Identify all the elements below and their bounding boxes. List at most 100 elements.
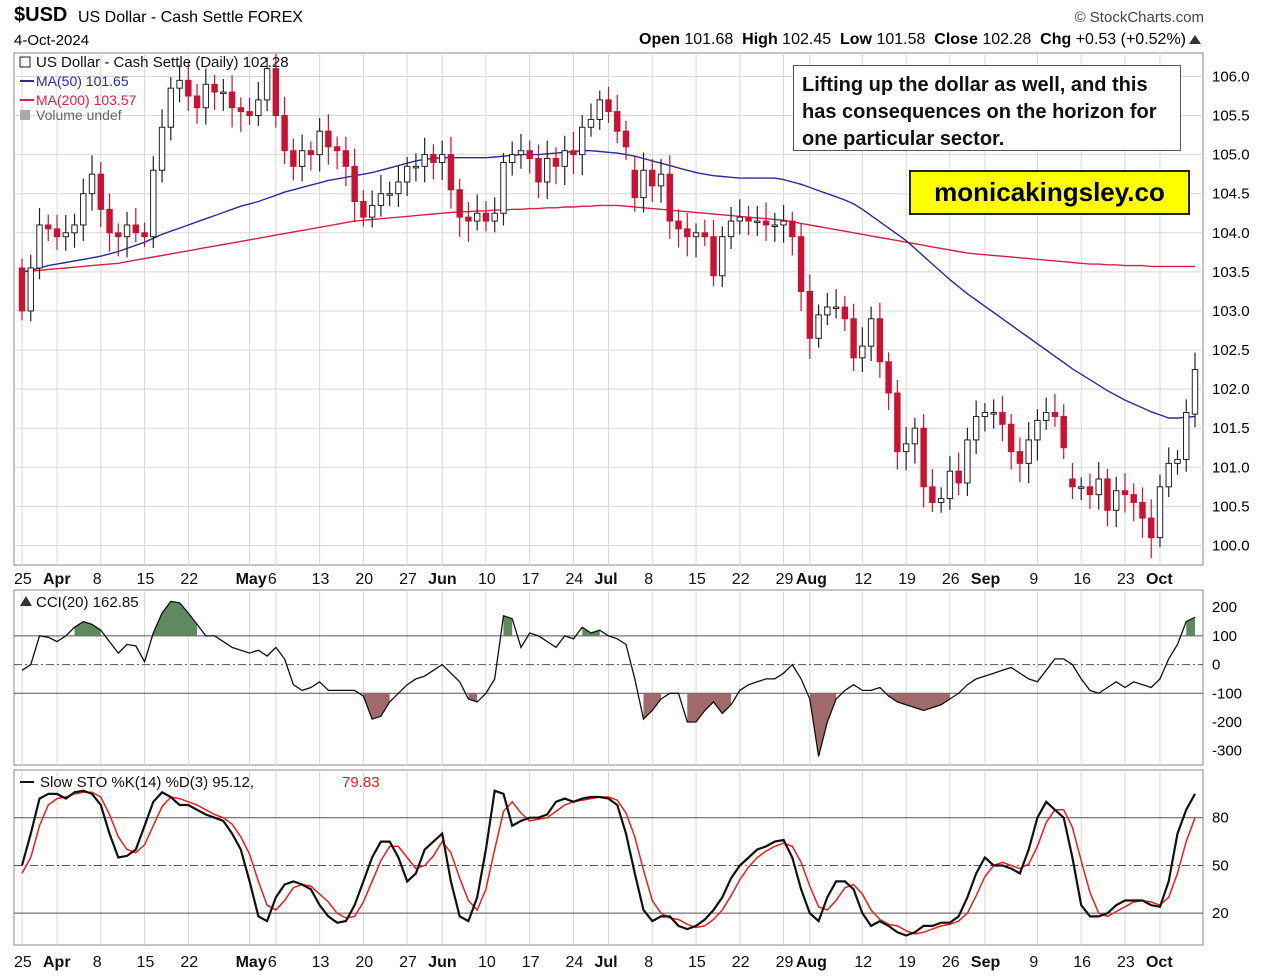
sto-d-legend: 79.83 xyxy=(342,774,380,791)
x-tick-label: 10 xyxy=(478,954,496,971)
candle-legend-icon xyxy=(19,56,31,68)
candle-body xyxy=(272,68,280,117)
candle-body xyxy=(806,290,814,339)
candle-body xyxy=(649,169,656,187)
candle-body xyxy=(1148,517,1155,539)
cci-positive-area xyxy=(503,615,513,636)
candle-body xyxy=(386,193,393,196)
candle-body xyxy=(964,439,971,484)
candle-body xyxy=(395,181,402,195)
candle-body xyxy=(902,443,910,453)
ma50-legend: MA(50) 101.65 xyxy=(36,73,129,89)
x-tick-label: 15 xyxy=(688,954,706,971)
x-tick-label: 17 xyxy=(522,954,540,971)
candle-body xyxy=(789,220,796,238)
sto-y-tick: 80 xyxy=(1212,810,1229,827)
candle-body xyxy=(1156,486,1164,539)
candle-body xyxy=(482,212,490,222)
x-tick-label: May xyxy=(236,954,267,971)
cci-negative-area xyxy=(687,693,732,722)
x-tick-label: 16 xyxy=(1073,571,1091,588)
x-tick-label: 9 xyxy=(1029,954,1038,971)
candle-body xyxy=(132,224,140,234)
candle-body xyxy=(762,220,770,226)
candle-body xyxy=(193,95,201,109)
candle-body xyxy=(167,87,175,128)
sto-y-tick: 20 xyxy=(1212,905,1229,922)
price-y-tick: 105.5 xyxy=(1212,108,1250,125)
candle-body xyxy=(885,361,892,394)
x-tick-label: 25 xyxy=(14,571,32,588)
candle-body xyxy=(727,220,735,238)
low-value: 101.58 xyxy=(876,31,926,48)
chart-date: 4-Oct-2024 xyxy=(14,32,90,49)
candle-body xyxy=(1042,412,1050,421)
candle-body xyxy=(1113,490,1120,511)
candle-body xyxy=(780,220,787,226)
open-label: Open xyxy=(639,31,680,48)
x-tick-label: 12 xyxy=(854,954,872,971)
candle-body xyxy=(850,318,857,359)
candle-body xyxy=(342,150,350,167)
candle-body xyxy=(815,314,822,339)
x-tick-label: 22 xyxy=(732,571,750,588)
x-tick-label: 22 xyxy=(732,954,750,971)
candle-body xyxy=(456,189,463,218)
candle-body xyxy=(657,173,665,187)
cci-negative-area xyxy=(468,693,478,702)
candle-body xyxy=(710,236,717,277)
candle-body xyxy=(920,427,927,488)
candle-body xyxy=(1034,419,1041,441)
candle-body xyxy=(999,412,1006,425)
candle-body xyxy=(771,224,779,227)
candle-body xyxy=(62,232,69,238)
high-label: High xyxy=(742,31,778,48)
candle-body xyxy=(368,204,376,218)
x-tick-label: Aug xyxy=(796,571,827,588)
candle-body xyxy=(447,154,455,191)
site-banner: monicakingsley.co xyxy=(909,170,1190,215)
cci-positive-area xyxy=(1186,617,1195,636)
candle-body xyxy=(1174,458,1181,464)
candle-body xyxy=(412,165,420,169)
candle-body xyxy=(894,392,901,453)
candle-body xyxy=(675,220,682,230)
candle-body xyxy=(736,216,744,222)
candle-body xyxy=(421,154,428,167)
x-tick-label: 15 xyxy=(137,571,155,588)
candle-body xyxy=(211,83,218,93)
candle-body xyxy=(1121,490,1129,496)
candle-body xyxy=(316,130,323,156)
sto-legend: Slow STO %K(14) %D(3) 95.12, xyxy=(40,774,254,791)
candle-body xyxy=(832,306,840,310)
x-tick-label: 25 xyxy=(14,954,32,971)
price-legend: US Dollar - Cash Settle (Daily) 102.28 xyxy=(36,54,289,71)
candle-body xyxy=(18,267,26,312)
candle-body xyxy=(298,150,306,167)
cci-legend-icon xyxy=(20,596,32,606)
x-tick-label: Jul xyxy=(595,571,618,588)
x-tick-label: Jun xyxy=(428,954,456,971)
symbol: $USD xyxy=(14,4,68,26)
candle-body xyxy=(1016,451,1024,464)
x-tick-label: 26 xyxy=(942,571,960,588)
up-arrow-icon xyxy=(1189,35,1201,44)
candle-body xyxy=(325,130,332,148)
candle-body xyxy=(745,216,752,222)
candle-body xyxy=(185,79,192,97)
cci-positive-area xyxy=(582,627,600,636)
candle-body xyxy=(307,150,315,156)
brand-label: © StockCharts.com xyxy=(1074,9,1204,26)
candle-body xyxy=(719,236,726,277)
cci-negative-area xyxy=(888,693,950,711)
candle-body xyxy=(1060,415,1067,449)
candle-body xyxy=(1069,478,1076,488)
candle-body xyxy=(290,150,297,167)
annotation-note: Lifting up the dollar as well, and this … xyxy=(793,65,1181,151)
x-tick-label: 6 xyxy=(268,571,277,588)
x-tick-label: Jul xyxy=(595,954,618,971)
candle-body xyxy=(596,99,603,120)
cci-y-tick: 100 xyxy=(1212,628,1237,645)
low-label: Low xyxy=(840,31,872,48)
candle-body xyxy=(631,169,638,199)
